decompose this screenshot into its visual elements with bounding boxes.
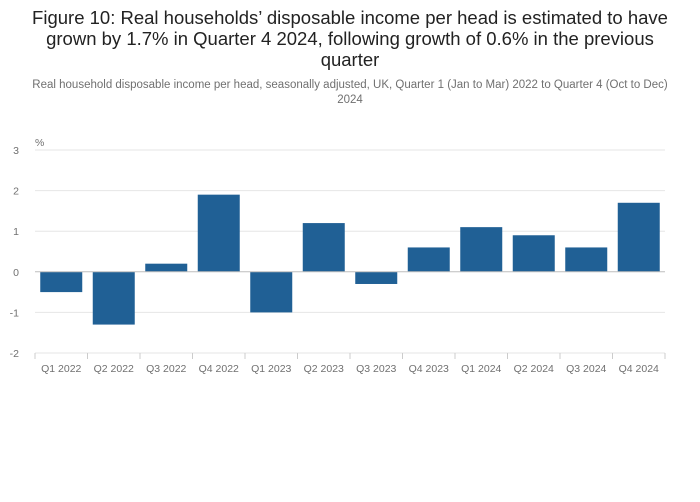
chart-title: Figure 10: Real households’ disposable i…	[32, 7, 668, 70]
x-tick-label: Q3 2024	[566, 363, 606, 375]
y-axis-unit-label: %	[35, 137, 44, 149]
y-tick-label: 1	[13, 226, 19, 238]
x-tick-label: Q3 2023	[356, 363, 396, 375]
x-tick-label: Q1 2024	[461, 363, 501, 375]
x-tick-label: Q4 2023	[409, 363, 449, 375]
y-tick-label: -2	[10, 348, 19, 360]
x-tick-label: Q4 2024	[619, 363, 659, 375]
x-tick-label: Q2 2023	[304, 363, 344, 375]
bar	[565, 247, 608, 272]
bar	[617, 202, 660, 272]
x-tick-label: Q4 2022	[199, 363, 239, 375]
y-tick-label: -1	[10, 307, 19, 319]
y-tick-label: 3	[13, 145, 19, 157]
bar	[250, 271, 293, 313]
bars	[35, 194, 665, 325]
x-tick-label: Q1 2023	[251, 363, 291, 375]
bar	[355, 271, 398, 284]
x-tick-label: Q2 2022	[94, 363, 134, 375]
bar	[92, 271, 135, 325]
bar	[460, 227, 503, 272]
y-tick-label: 0	[13, 267, 19, 279]
bar	[197, 194, 240, 272]
bar	[302, 223, 345, 272]
x-tick-label: Q3 2022	[146, 363, 186, 375]
bar	[40, 271, 83, 293]
bar	[512, 235, 555, 272]
y-tick-label: 2	[13, 186, 19, 198]
chart-subtitle: Real household disposable income per hea…	[32, 79, 668, 106]
bar	[145, 263, 188, 272]
y-axis-ticks: 3 2 1 0 -1 -2	[10, 145, 20, 360]
x-tick-label: Q1 2022	[41, 363, 81, 375]
x-axis: Q1 2022 Q2 2022 Q3 2022 Q4 2022 Q1 2023 Q2 20…	[34, 352, 666, 375]
bar	[407, 247, 450, 272]
x-tick-label: Q2 2024	[514, 363, 554, 375]
